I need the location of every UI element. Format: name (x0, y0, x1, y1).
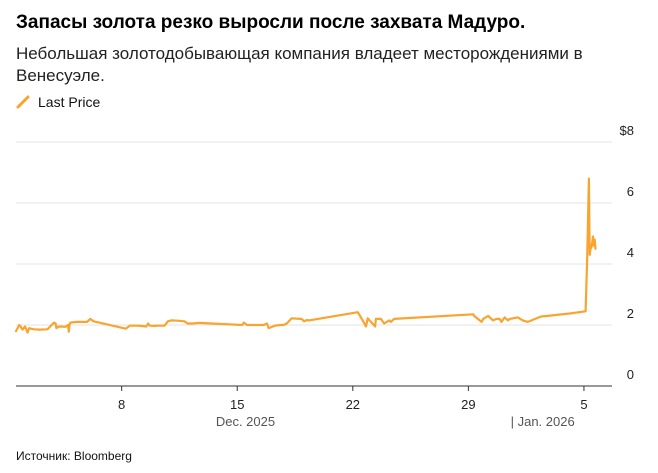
legend: Last Price (16, 93, 100, 111)
source-note: Источник: Bloomberg (16, 449, 132, 463)
y-tick-label: 0 (627, 367, 634, 382)
legend-label: Last Price (38, 94, 101, 110)
x-tick-label: 8 (118, 397, 125, 412)
x-tick-label: 22 (346, 397, 360, 412)
y-tick-label: 4 (627, 245, 634, 260)
y-tick-label: 2 (627, 306, 634, 321)
month-label: | Jan. 2026 (511, 414, 575, 429)
series-line-last-price (14, 177, 597, 334)
month-label: Dec. 2025 (216, 414, 275, 429)
chart-title: Запасы золота резко выросли после захват… (16, 12, 526, 33)
x-tick-label: 29 (461, 397, 475, 412)
y-tick-label: $8 (620, 123, 634, 138)
x-tick-label: 5 (580, 397, 587, 412)
y-tick-label: 6 (627, 184, 634, 199)
chart-subtitle: Небольшая золотодобывающая компания влад… (16, 44, 583, 85)
x-tick-label: 15 (230, 397, 244, 412)
line-segment-icon (16, 95, 30, 109)
